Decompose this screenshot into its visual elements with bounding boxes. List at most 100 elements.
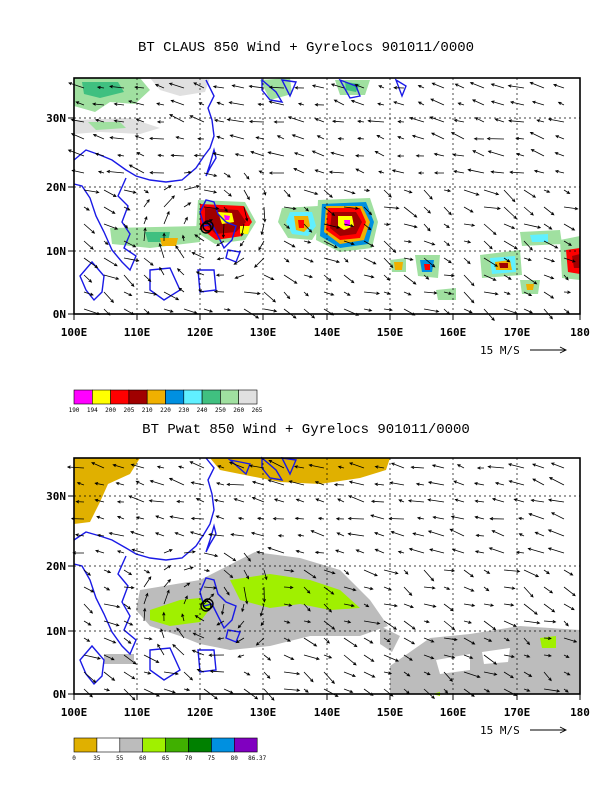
wind-arrow (103, 688, 111, 692)
wind-arrow (363, 206, 373, 216)
wind-arrow (183, 216, 188, 225)
wind-arrow (263, 274, 275, 280)
wind-arrow (143, 216, 148, 225)
reference-vector: 15 M/S (480, 724, 568, 737)
wind-arrow (330, 151, 345, 157)
gyre-location-marker (200, 598, 214, 612)
wind-arrow (390, 462, 405, 469)
wind-arrow (554, 152, 565, 157)
wind-arrow (226, 118, 245, 123)
wind-arrow (463, 274, 475, 287)
wind-arrow (228, 101, 245, 106)
wind-arrow (383, 222, 391, 226)
wind-arrow (383, 257, 394, 269)
colorbar-label: 65 (162, 755, 170, 762)
wind-arrow (168, 477, 185, 486)
wind-arrow (148, 499, 165, 503)
wind-arrow (417, 171, 424, 175)
wind-arrow (423, 603, 437, 608)
wind-arrow (92, 102, 105, 106)
longitude-labels: 100E 110E 120E 130E 140E 150E 160E 170E … (61, 706, 590, 719)
wind-arrow (391, 169, 405, 174)
wind-arrow (163, 549, 173, 554)
wind-arrow (103, 189, 117, 197)
wind-arrow (463, 586, 475, 592)
wind-arrow (523, 308, 534, 314)
wind-arrow (243, 291, 261, 296)
wind-arrow (469, 82, 485, 89)
colorbar-label: 75 (208, 755, 216, 762)
wind-arrow (343, 223, 355, 228)
wind-arrow (473, 137, 485, 141)
wind-arrow (103, 603, 121, 609)
wind-arrow (258, 170, 265, 174)
wind-arrow (83, 274, 93, 283)
wind-arrow (143, 688, 160, 697)
wind-arrow (303, 257, 314, 263)
wind-arrow (112, 463, 125, 469)
lon-label: 140E (314, 326, 341, 339)
wind-arrow (234, 274, 245, 279)
wind-arrow (237, 620, 245, 629)
wind-arrow (183, 308, 198, 314)
wind-arrow (243, 206, 249, 222)
wind-arrow (314, 103, 325, 107)
wind-arrow (483, 291, 499, 296)
wind-arrow (243, 189, 250, 201)
wind-arrow (443, 206, 452, 216)
wind-arrow (91, 462, 105, 469)
wind-arrow (474, 117, 485, 123)
wind-arrow (429, 116, 445, 123)
wind-arrow (143, 569, 151, 574)
wind-arrow (403, 239, 413, 244)
wind-arrow (123, 637, 132, 644)
wind-arrow (135, 118, 145, 123)
wind-arrow (240, 223, 245, 237)
wind-arrow (136, 152, 145, 157)
wind-arrow (262, 586, 266, 603)
wind-arrow (490, 83, 505, 89)
wind-arrow (213, 289, 225, 294)
wind-arrow (97, 170, 105, 174)
wind-arrow (263, 291, 276, 303)
wind-arrow (228, 461, 245, 469)
wind-arrow (123, 620, 134, 626)
wind-arrow (383, 637, 391, 643)
lon-label: 130E (250, 706, 277, 719)
colorbar-label: 60 (139, 755, 147, 762)
wind-arrow (143, 654, 160, 663)
wind-arrow (291, 134, 305, 140)
wind-arrow (417, 101, 425, 106)
wind-arrow (303, 274, 313, 279)
wind-arrow (430, 132, 445, 140)
wind-arrow (449, 528, 465, 537)
lat-label: 10N (46, 625, 66, 638)
wind-arrow (197, 137, 205, 141)
wind-arrow (163, 308, 174, 313)
colorbar-swatch (201, 389, 221, 405)
wind-arrow (543, 653, 552, 658)
wind-arrow (483, 671, 498, 676)
wind-arrow (216, 101, 225, 106)
wind-arrow (183, 550, 196, 554)
wind-arrow (250, 531, 265, 537)
wind-arrow (336, 532, 345, 537)
wind-arrow (398, 499, 405, 503)
wind-arrow (283, 585, 294, 590)
wind-arrow (303, 671, 314, 683)
wind-arrow (109, 85, 125, 89)
wind-arrow (194, 234, 205, 242)
wind-arrow (523, 654, 531, 658)
wind-arrow (181, 234, 186, 242)
lon-label: 160E (440, 706, 467, 719)
wind-arrow (203, 206, 220, 210)
lon-label: 130E (250, 326, 277, 339)
colorbar-swatch (119, 737, 144, 753)
wind-arrow (423, 671, 431, 676)
wind-arrow (563, 586, 576, 597)
wind-arrow (323, 586, 335, 595)
wind-arrow (483, 274, 497, 281)
colorbar-label: 265 (252, 407, 263, 414)
wind-arrow (383, 274, 391, 281)
wind-arrow (203, 172, 218, 177)
